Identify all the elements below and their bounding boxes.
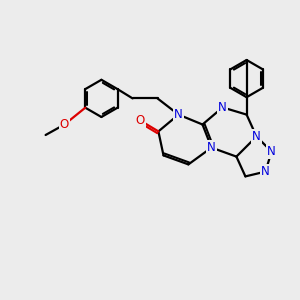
Text: N: N <box>261 165 270 178</box>
Text: O: O <box>136 114 145 127</box>
Text: N: N <box>174 108 183 121</box>
Text: N: N <box>207 141 216 154</box>
Text: N: N <box>252 130 261 143</box>
Text: O: O <box>60 118 69 131</box>
Text: N: N <box>218 101 227 114</box>
Text: N: N <box>267 145 276 158</box>
